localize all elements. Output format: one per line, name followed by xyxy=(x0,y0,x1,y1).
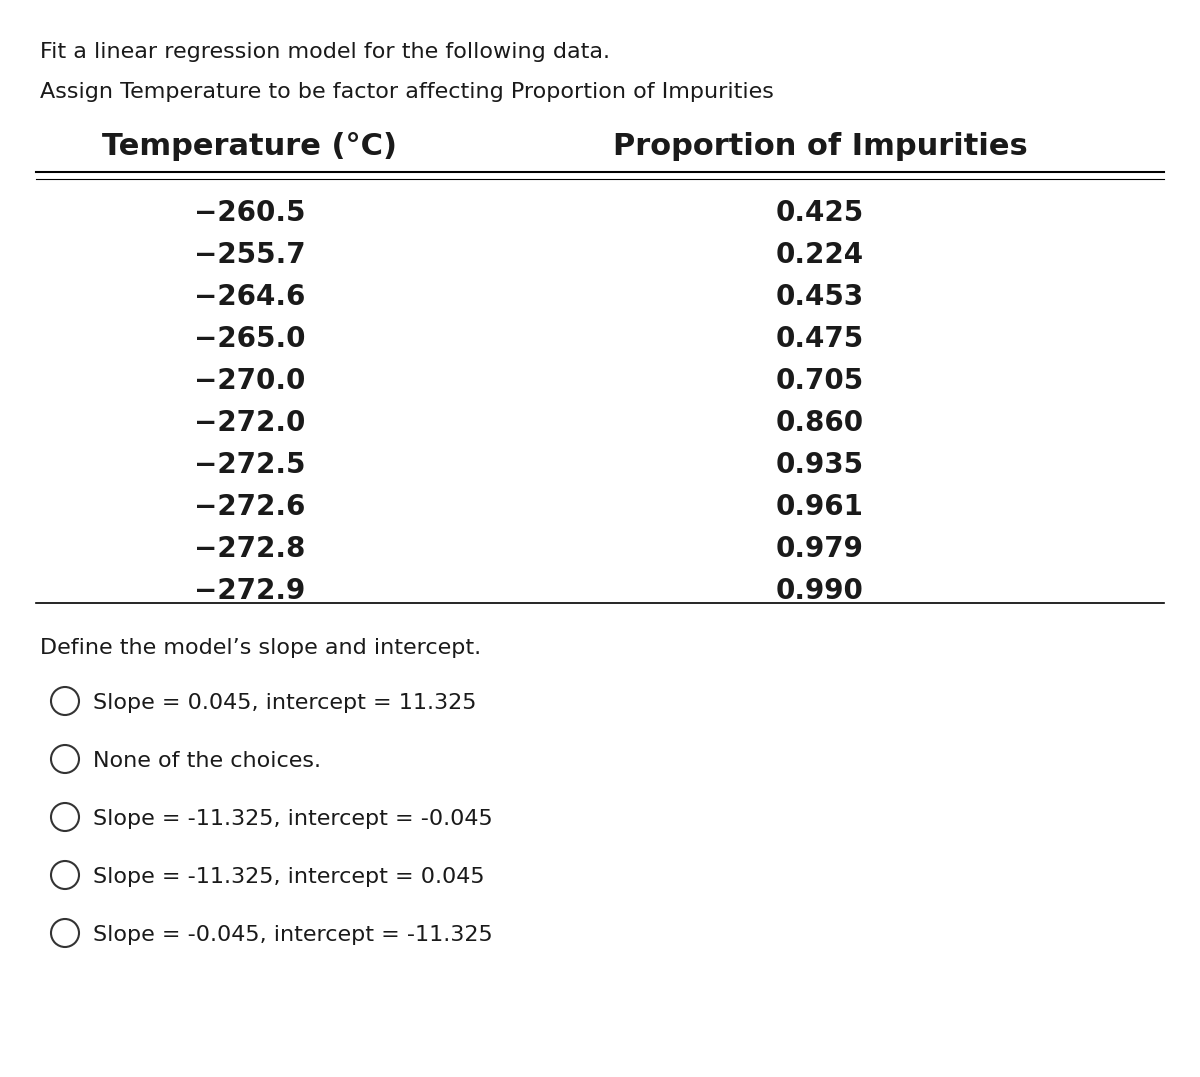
Text: Slope = -11.325, intercept = 0.045: Slope = -11.325, intercept = 0.045 xyxy=(94,867,485,887)
Text: −270.0: −270.0 xyxy=(194,367,306,395)
Text: 0.705: 0.705 xyxy=(776,367,864,395)
Text: Define the model’s slope and intercept.: Define the model’s slope and intercept. xyxy=(40,638,481,658)
Text: Slope = 0.045, intercept = 11.325: Slope = 0.045, intercept = 11.325 xyxy=(94,693,476,713)
Text: −272.8: −272.8 xyxy=(194,535,306,563)
Text: Proportion of Impurities: Proportion of Impurities xyxy=(613,132,1027,160)
Text: Slope = -11.325, intercept = -0.045: Slope = -11.325, intercept = -0.045 xyxy=(94,809,493,829)
Text: 0.475: 0.475 xyxy=(776,325,864,353)
Text: −264.6: −264.6 xyxy=(194,283,306,311)
Text: Temperature (°C): Temperature (°C) xyxy=(102,132,397,160)
Text: −272.5: −272.5 xyxy=(194,451,306,479)
Text: 0.979: 0.979 xyxy=(776,535,864,563)
Text: 0.860: 0.860 xyxy=(776,409,864,437)
Text: −265.0: −265.0 xyxy=(194,325,306,353)
Text: −272.6: −272.6 xyxy=(194,493,306,521)
Text: 0.224: 0.224 xyxy=(776,241,864,269)
Text: Slope = -0.045, intercept = -11.325: Slope = -0.045, intercept = -11.325 xyxy=(94,925,493,945)
Text: 0.961: 0.961 xyxy=(776,493,864,521)
Text: Fit a linear regression model for the following data.: Fit a linear regression model for the fo… xyxy=(40,42,610,62)
Text: −272.9: −272.9 xyxy=(194,577,306,605)
Text: 0.935: 0.935 xyxy=(776,451,864,479)
Text: −272.0: −272.0 xyxy=(194,409,306,437)
Text: None of the choices.: None of the choices. xyxy=(94,751,322,771)
Text: −260.5: −260.5 xyxy=(194,199,306,227)
Text: 0.425: 0.425 xyxy=(776,199,864,227)
Text: −255.7: −255.7 xyxy=(194,241,306,269)
Text: Assign Temperature to be factor affecting Proportion of Impurities: Assign Temperature to be factor affectin… xyxy=(40,82,774,102)
Text: 0.453: 0.453 xyxy=(776,283,864,311)
Text: 0.990: 0.990 xyxy=(776,577,864,605)
